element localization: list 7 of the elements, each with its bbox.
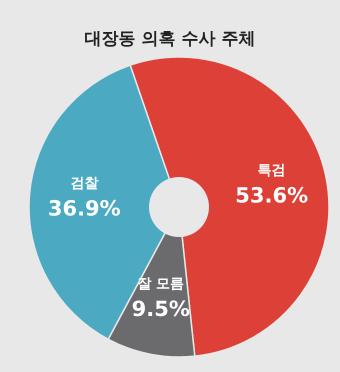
- chart-title: 대장동 의혹 수사 주체: [84, 29, 256, 49]
- slice-label: 특검: [258, 162, 286, 178]
- data-label: 53.6%: [235, 183, 308, 208]
- data-label: 9.5%: [132, 297, 190, 322]
- slice-label: 검찰: [70, 175, 98, 192]
- slice-label: 잘 모름: [137, 276, 184, 292]
- data-label: 36.9%: [48, 196, 121, 220]
